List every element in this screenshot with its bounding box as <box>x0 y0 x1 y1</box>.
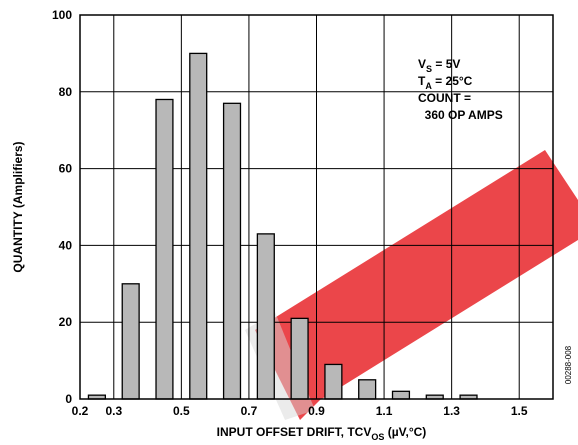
x-tick-label: 0.3 <box>105 404 122 418</box>
plot-frame <box>79 14 554 400</box>
annotation-line: VS = 5V <box>418 57 460 74</box>
x-axis-label: INPUT OFFSET DRIFT, TCVOS (µV,°C) <box>217 425 427 442</box>
histogram-bar <box>222 102 242 400</box>
x-tick-label: 0.5 <box>173 404 190 418</box>
x-tick-label: 0.2 <box>72 404 89 418</box>
histogram-bar <box>290 317 309 400</box>
histogram-bar <box>155 98 174 400</box>
histogram-bar <box>189 52 208 400</box>
y-tick-label: 0 <box>65 392 72 406</box>
x-tick-label: 0.9 <box>308 404 325 418</box>
histogram-bar <box>121 283 140 400</box>
x-tick-label: 1.5 <box>511 404 528 418</box>
x-tick-label: 1.1 <box>376 404 393 418</box>
figure-code: 00288-008 <box>564 345 573 384</box>
histogram-bar <box>256 233 275 400</box>
y-tick-label: 80 <box>59 85 73 99</box>
histogram-bar <box>391 390 411 400</box>
bars <box>87 52 478 400</box>
x-tick-label: 0.7 <box>241 404 258 418</box>
y-tick-labels: 0 20 40 60 80 100 <box>52 8 72 406</box>
x-tick-labels: 0.2 0.3 0.5 0.7 0.9 1.1 1.3 1.5 <box>72 404 528 418</box>
annotation-line: TA = 25°C <box>418 74 473 91</box>
watermark-shape <box>255 150 578 420</box>
histogram-bar <box>324 363 343 400</box>
annotation-line: COUNT = <box>418 91 471 105</box>
x-tick-label: 1.3 <box>443 404 460 418</box>
annotation-line: 360 OP AMPS <box>418 108 503 122</box>
y-tick-label: 40 <box>59 238 73 252</box>
y-axis-label: QUANTITY (Amplifiers) <box>11 141 25 272</box>
y-tick-label: 60 <box>59 162 73 176</box>
y-tick-label: 100 <box>52 8 72 22</box>
histogram-bar <box>358 379 377 400</box>
y-tick-label: 20 <box>59 315 73 329</box>
